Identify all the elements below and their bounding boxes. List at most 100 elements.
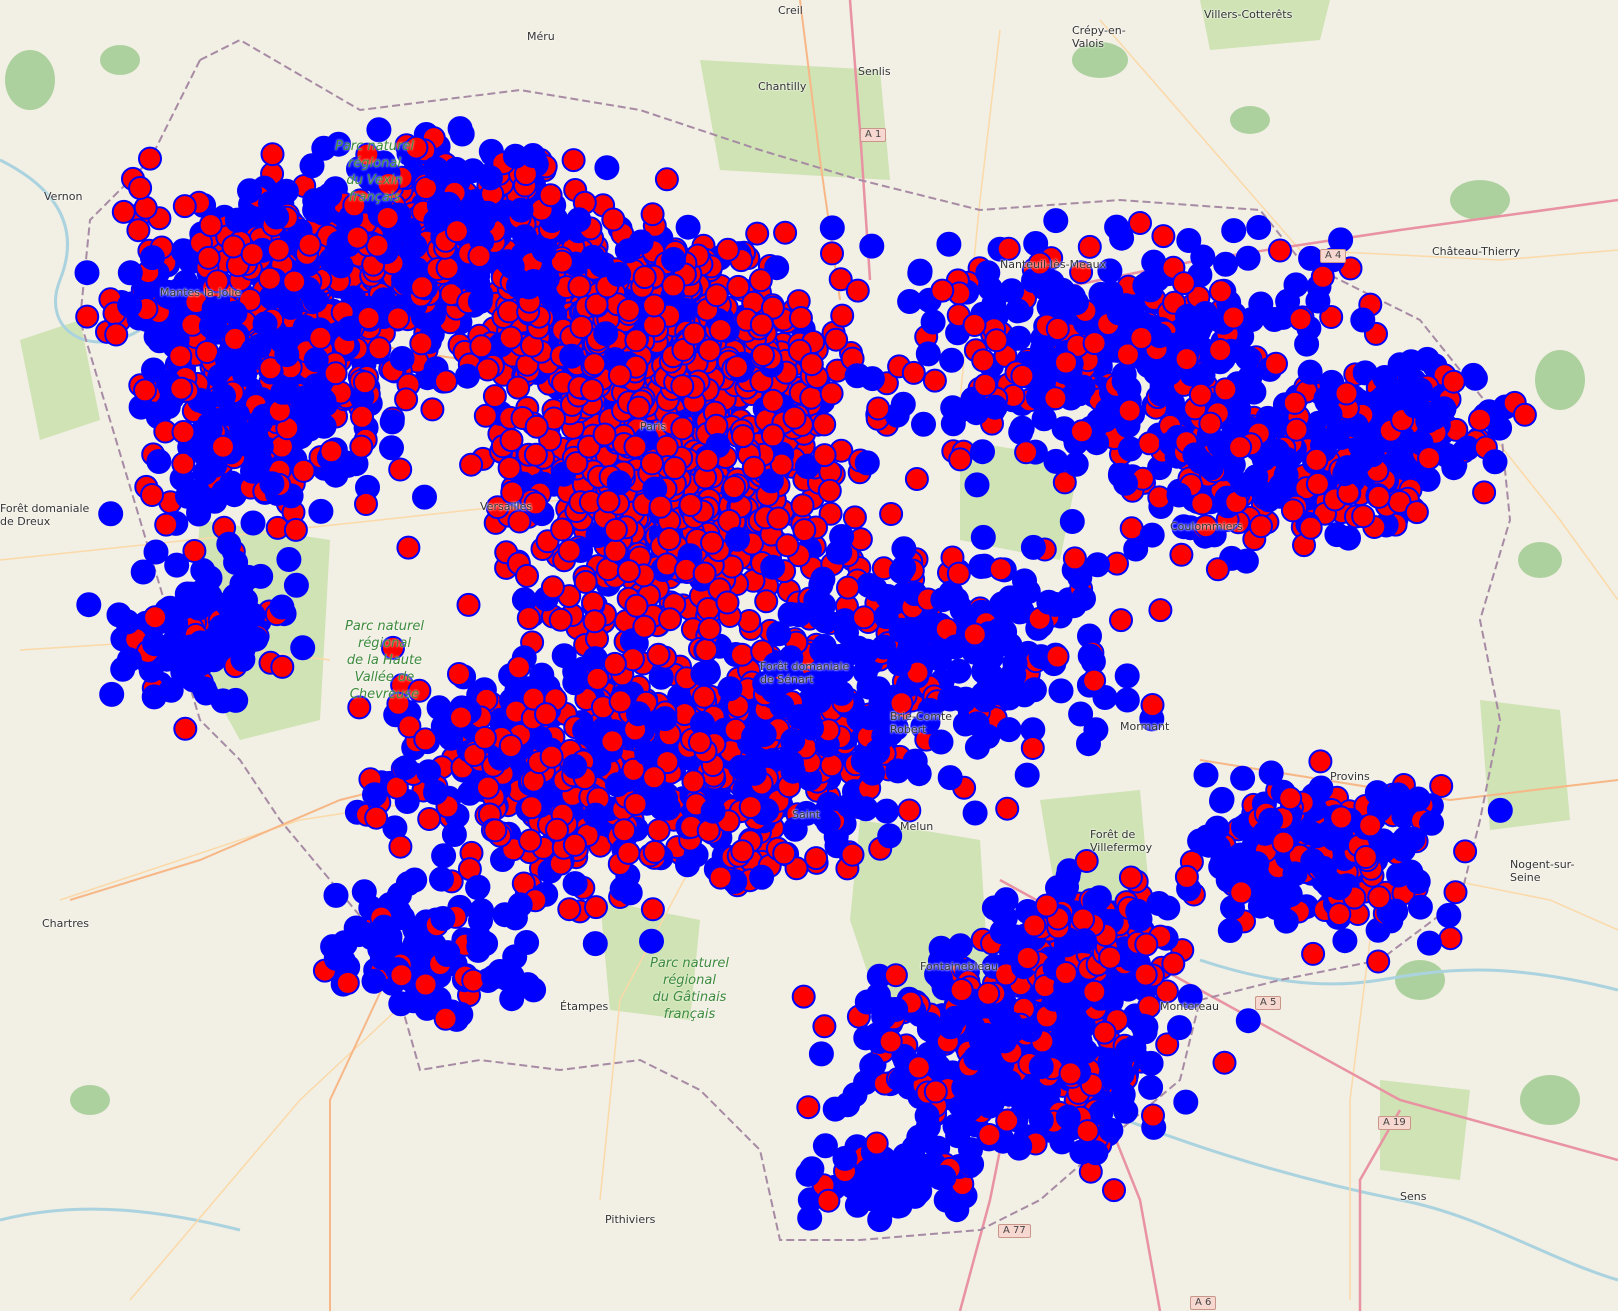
- data-marker[interactable]: [623, 434, 648, 459]
- data-marker[interactable]: [117, 260, 143, 286]
- data-marker[interactable]: [133, 378, 157, 403]
- data-marker[interactable]: [1139, 522, 1165, 548]
- data-marker[interactable]: [906, 761, 932, 787]
- data-marker[interactable]: [1221, 305, 1246, 330]
- data-marker[interactable]: [1407, 894, 1433, 920]
- data-marker[interactable]: [845, 278, 870, 303]
- data-marker[interactable]: [1148, 598, 1173, 623]
- data-marker[interactable]: [1071, 907, 1095, 932]
- data-marker[interactable]: [968, 1028, 994, 1054]
- data-marker[interactable]: [1193, 762, 1219, 788]
- data-marker[interactable]: [352, 370, 377, 395]
- data-marker[interactable]: [886, 651, 912, 676]
- data-marker[interactable]: [866, 396, 891, 421]
- data-marker[interactable]: [561, 148, 586, 173]
- data-marker[interactable]: [1117, 398, 1142, 423]
- data-marker[interactable]: [964, 734, 990, 760]
- data-marker[interactable]: [970, 439, 995, 465]
- data-marker[interactable]: [1198, 455, 1224, 481]
- data-marker[interactable]: [922, 368, 947, 393]
- data-marker[interactable]: [409, 331, 434, 356]
- data-marker[interactable]: [299, 153, 325, 179]
- data-marker[interactable]: [907, 258, 933, 284]
- data-marker[interactable]: [916, 1016, 942, 1042]
- data-marker[interactable]: [704, 283, 729, 308]
- data-marker[interactable]: [211, 383, 236, 409]
- data-marker[interactable]: [616, 298, 641, 322]
- data-marker[interactable]: [224, 207, 250, 233]
- data-marker[interactable]: [738, 795, 763, 820]
- data-marker[interactable]: [970, 524, 996, 550]
- data-marker[interactable]: [1058, 1061, 1083, 1086]
- data-marker[interactable]: [1175, 303, 1200, 329]
- data-marker[interactable]: [725, 526, 750, 552]
- data-marker[interactable]: [820, 241, 844, 266]
- data-marker[interactable]: [498, 325, 523, 350]
- data-marker[interactable]: [1301, 941, 1326, 966]
- data-marker[interactable]: [1021, 677, 1047, 703]
- data-marker[interactable]: [1209, 786, 1235, 812]
- data-marker[interactable]: [697, 338, 722, 363]
- data-marker[interactable]: [1207, 432, 1233, 458]
- data-marker[interactable]: [1109, 1061, 1135, 1087]
- data-marker[interactable]: [566, 207, 592, 233]
- data-marker[interactable]: [1166, 482, 1192, 508]
- data-marker[interactable]: [654, 167, 679, 192]
- data-marker[interactable]: [1020, 534, 1046, 560]
- data-marker[interactable]: [854, 450, 880, 476]
- data-marker[interactable]: [133, 195, 158, 220]
- data-marker[interactable]: [829, 524, 855, 549]
- data-marker[interactable]: [1221, 218, 1247, 244]
- data-marker[interactable]: [715, 237, 740, 262]
- data-marker[interactable]: [449, 705, 473, 730]
- data-marker[interactable]: [1006, 325, 1032, 351]
- data-marker[interactable]: [518, 828, 543, 853]
- data-marker[interactable]: [1327, 902, 1352, 927]
- data-marker[interactable]: [624, 593, 649, 618]
- data-marker[interactable]: [146, 449, 172, 474]
- data-marker[interactable]: [252, 311, 278, 337]
- data-marker[interactable]: [336, 316, 362, 342]
- data-marker[interactable]: [1243, 464, 1269, 490]
- data-marker[interactable]: [874, 798, 900, 824]
- data-marker[interactable]: [817, 478, 842, 503]
- data-marker[interactable]: [766, 621, 792, 647]
- data-marker[interactable]: [74, 260, 100, 286]
- data-marker[interactable]: [794, 454, 820, 480]
- data-marker[interactable]: [1249, 514, 1273, 539]
- data-marker[interactable]: [410, 275, 435, 300]
- data-marker[interactable]: [1138, 1074, 1164, 1100]
- data-marker[interactable]: [824, 327, 849, 352]
- data-marker[interactable]: [1062, 546, 1087, 571]
- data-marker[interactable]: [796, 1095, 821, 1120]
- data-marker[interactable]: [592, 422, 617, 447]
- data-marker[interactable]: [993, 887, 1019, 913]
- data-marker[interactable]: [469, 334, 494, 359]
- data-marker[interactable]: [1092, 1020, 1117, 1045]
- data-marker[interactable]: [1235, 1008, 1261, 1034]
- data-marker[interactable]: [240, 242, 265, 267]
- data-marker[interactable]: [545, 817, 569, 842]
- data-marker[interactable]: [1327, 874, 1353, 900]
- data-marker[interactable]: [662, 456, 687, 480]
- data-marker[interactable]: [141, 357, 166, 383]
- data-marker[interactable]: [584, 895, 608, 920]
- data-marker[interactable]: [350, 404, 374, 429]
- data-marker[interactable]: [883, 963, 908, 988]
- data-marker[interactable]: [139, 245, 165, 271]
- data-marker[interactable]: [520, 143, 546, 168]
- data-marker[interactable]: [1136, 270, 1162, 296]
- data-marker[interactable]: [1282, 861, 1308, 887]
- data-marker[interactable]: [1324, 522, 1350, 548]
- data-marker[interactable]: [853, 796, 879, 822]
- data-marker[interactable]: [237, 178, 262, 204]
- data-marker[interactable]: [873, 604, 899, 630]
- data-marker[interactable]: [749, 864, 775, 890]
- data-marker[interactable]: [482, 384, 507, 409]
- data-marker[interactable]: [458, 200, 484, 226]
- data-marker[interactable]: [519, 795, 544, 820]
- data-marker[interactable]: [642, 765, 667, 790]
- data-marker[interactable]: [780, 758, 806, 784]
- data-marker[interactable]: [819, 381, 844, 406]
- data-marker[interactable]: [982, 394, 1008, 420]
